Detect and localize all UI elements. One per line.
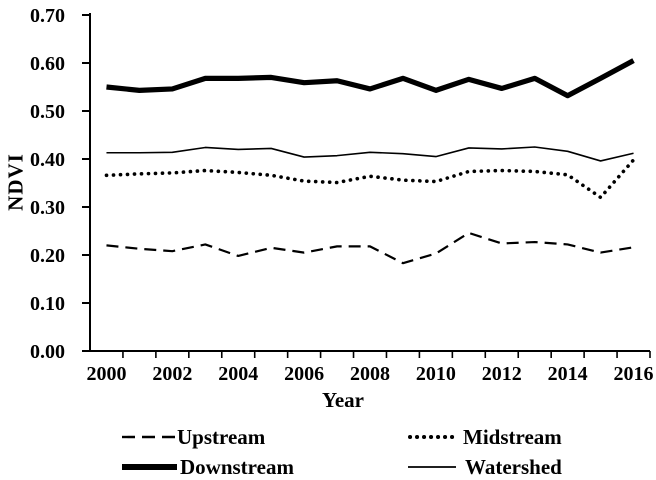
legend-label-downstream: Downstream [180,454,294,479]
x-tick-label: 2016 [614,363,654,385]
x-axis-title: Year [322,388,364,412]
legend-label-upstream: Upstream [177,424,266,449]
dashed-line-icon [122,435,176,439]
thin-line-icon [408,466,456,468]
y-tick-label: 0.10 [30,293,65,315]
x-tick-label: 2012 [482,363,522,385]
y-tick-label: 0.60 [30,53,65,75]
x-tick-label: 2006 [284,363,324,385]
series-line-upstream [106,231,634,265]
x-tick-label: 2008 [350,363,390,385]
y-tick-label: 0.50 [30,101,65,123]
x-tick-label: 2014 [548,363,588,385]
thick-line-icon [122,464,177,470]
series-line-watershed [106,146,634,162]
series-line-downstream [106,58,635,99]
y-tick-label: 0.40 [30,149,65,171]
x-tick-label: 2000 [86,363,126,385]
legend-item-upstream: Upstream [121,425,265,449]
x-tick-label: 2002 [152,363,192,385]
legend-item-watershed: Watershed [407,455,562,479]
legend-item-midstream: Midstream [407,425,562,449]
y-tick-label: 0.00 [30,341,65,363]
legend-label-midstream: Midstream [463,424,562,449]
legend-label-watershed: Watershed [465,454,562,479]
y-tick-label: 0.30 [30,197,65,219]
dotted-line-icon [408,435,455,439]
x-tick-label: 2004 [218,363,258,385]
x-tick-label: 2010 [416,363,456,385]
y-tick-label: 0.20 [30,245,65,267]
y-tick-label: 0.70 [30,5,65,27]
y-axis-title: NDVI [3,153,28,211]
series-line-midstream [104,158,636,200]
legend-item-downstream: Downstream [121,455,294,479]
